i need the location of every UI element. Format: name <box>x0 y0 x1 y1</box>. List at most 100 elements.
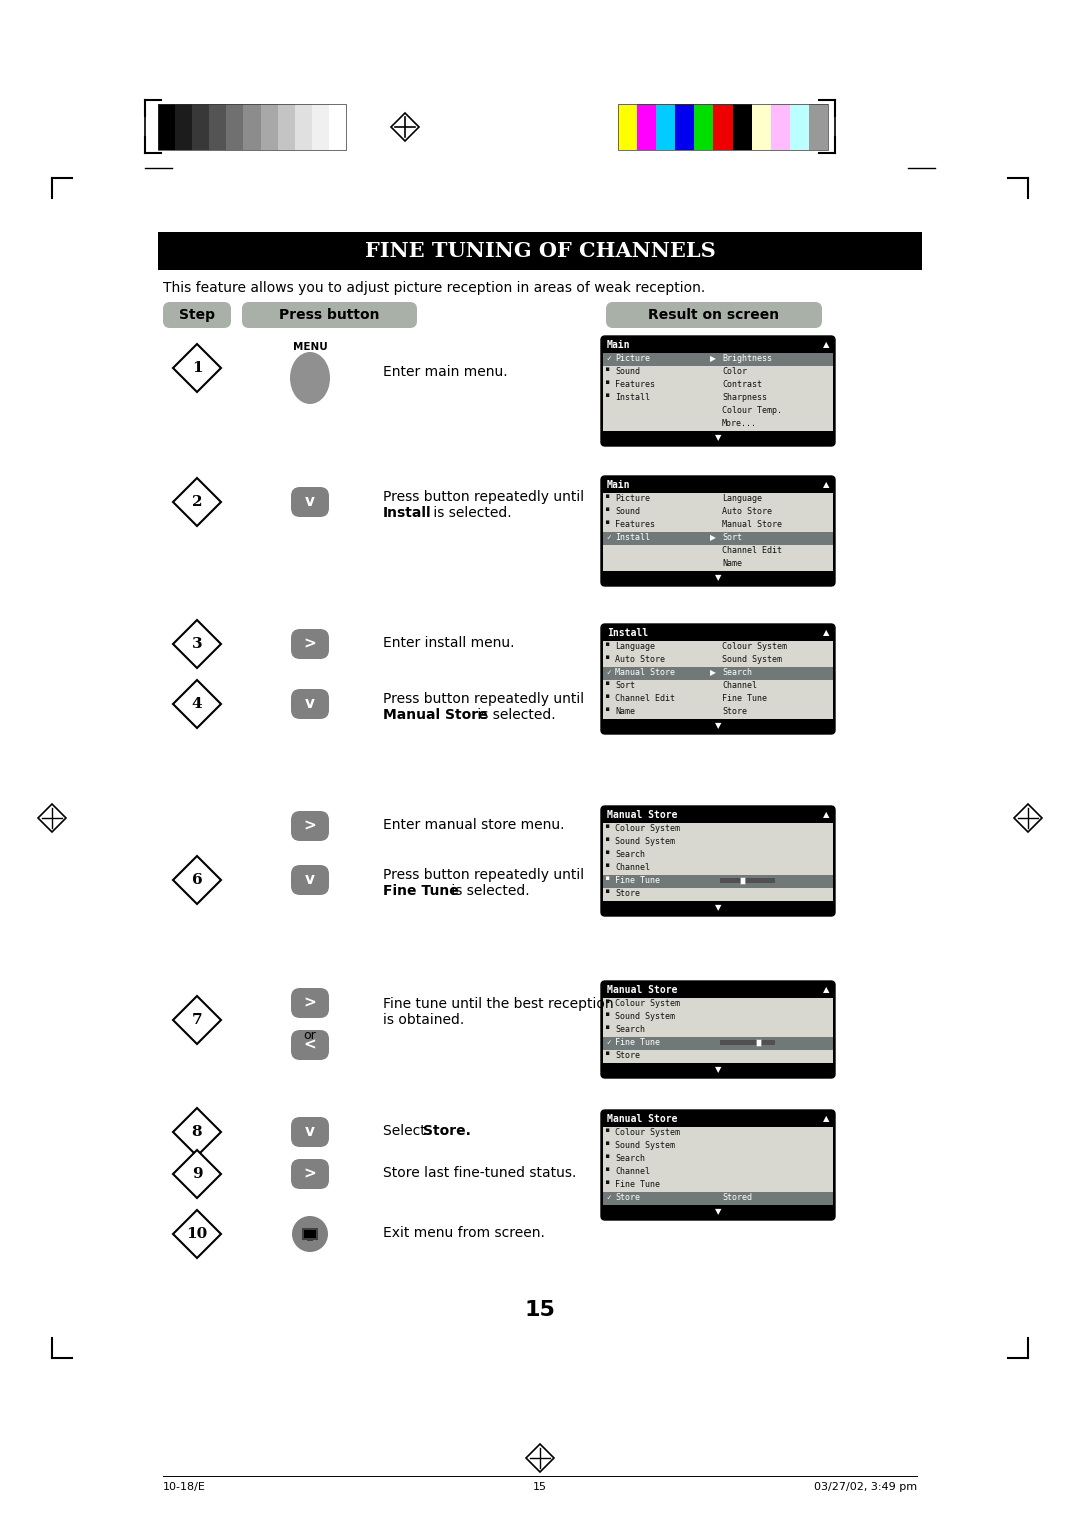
Text: ■: ■ <box>606 863 609 868</box>
Bar <box>809 104 828 150</box>
Text: Colour System: Colour System <box>615 824 680 833</box>
Text: ✓: ✓ <box>606 668 610 677</box>
Bar <box>603 571 833 584</box>
Text: ▼: ▼ <box>715 1065 721 1074</box>
Text: ■: ■ <box>606 1167 609 1172</box>
Text: ■: ■ <box>606 889 609 894</box>
Text: Store: Store <box>723 707 747 717</box>
FancyBboxPatch shape <box>291 1117 329 1148</box>
Text: ■: ■ <box>606 393 609 397</box>
Text: Enter main menu.: Enter main menu. <box>383 365 508 379</box>
Text: Enter install menu.: Enter install menu. <box>383 636 514 649</box>
Bar <box>771 104 789 150</box>
Text: ■: ■ <box>606 1154 609 1160</box>
Text: Channel: Channel <box>615 1167 650 1177</box>
Text: Result on screen: Result on screen <box>648 309 780 322</box>
Text: Picture: Picture <box>615 354 650 364</box>
Text: ■: ■ <box>606 837 609 842</box>
Text: ■: ■ <box>606 999 609 1004</box>
Text: Channel Edit: Channel Edit <box>615 694 675 703</box>
Text: Step: Step <box>179 309 215 322</box>
Text: ■: ■ <box>606 1025 609 1030</box>
Bar <box>732 104 752 150</box>
Bar <box>603 431 833 445</box>
FancyBboxPatch shape <box>600 477 835 587</box>
Text: Sound System: Sound System <box>615 837 675 847</box>
Bar <box>210 104 227 150</box>
Text: Sort: Sort <box>615 681 635 691</box>
Text: Manual Store: Manual Store <box>607 986 677 995</box>
Text: is selected.: is selected. <box>429 506 512 520</box>
Text: v: v <box>305 495 315 509</box>
Text: Sound System: Sound System <box>615 1012 675 1021</box>
Bar <box>302 1229 318 1241</box>
Bar <box>603 1112 833 1218</box>
Text: Search: Search <box>615 1154 645 1163</box>
Bar <box>278 104 295 150</box>
Text: ■: ■ <box>606 1180 609 1186</box>
Text: Sound: Sound <box>615 367 640 376</box>
Text: ■: ■ <box>606 876 609 882</box>
Bar <box>637 104 657 150</box>
Text: ▼: ▼ <box>715 573 721 582</box>
Ellipse shape <box>291 351 330 403</box>
Text: Manual Store: Manual Store <box>723 520 782 529</box>
Bar <box>192 104 210 150</box>
Text: Picture: Picture <box>615 494 650 503</box>
Text: 7: 7 <box>191 1013 202 1027</box>
Bar <box>603 532 833 545</box>
Text: >: > <box>303 1166 316 1181</box>
Bar <box>307 1239 313 1241</box>
FancyBboxPatch shape <box>600 623 835 733</box>
FancyBboxPatch shape <box>291 689 329 720</box>
Text: ▶: ▶ <box>710 354 716 364</box>
Text: Language: Language <box>723 494 762 503</box>
Text: ▲: ▲ <box>823 986 829 995</box>
Text: Select: Select <box>383 1125 430 1138</box>
Text: Auto Store: Auto Store <box>723 507 772 516</box>
Text: Language: Language <box>615 642 654 651</box>
Text: 2: 2 <box>192 495 202 509</box>
Bar <box>603 1038 833 1050</box>
Text: Main: Main <box>607 480 631 490</box>
Bar <box>295 104 312 150</box>
FancyBboxPatch shape <box>291 811 329 840</box>
Bar <box>603 1063 833 1076</box>
Text: ✓: ✓ <box>606 533 610 542</box>
Text: ■: ■ <box>606 1051 609 1056</box>
Bar <box>752 104 771 150</box>
Text: Exit menu from screen.: Exit menu from screen. <box>383 1225 545 1241</box>
Text: >: > <box>303 996 316 1010</box>
Text: Store last fine-tuned status.: Store last fine-tuned status. <box>383 1166 577 1180</box>
Bar <box>714 104 732 150</box>
Text: Sound: Sound <box>615 507 640 516</box>
Text: Name: Name <box>615 707 635 717</box>
Text: ■: ■ <box>606 1128 609 1132</box>
Text: Install: Install <box>615 533 650 542</box>
Text: Press button: Press button <box>279 309 379 322</box>
Text: ▼: ▼ <box>715 903 721 912</box>
FancyBboxPatch shape <box>291 630 329 659</box>
Text: >: > <box>303 637 316 651</box>
Text: ■: ■ <box>606 642 609 646</box>
Text: ▲: ▲ <box>823 480 829 489</box>
Bar <box>603 983 833 998</box>
Bar <box>603 1192 833 1206</box>
Text: ▶: ▶ <box>710 668 716 677</box>
Bar <box>603 720 833 732</box>
Bar <box>603 478 833 494</box>
Text: Store: Store <box>615 889 640 898</box>
Text: Color: Color <box>723 367 747 376</box>
Polygon shape <box>173 478 221 526</box>
Text: ■: ■ <box>606 1141 609 1146</box>
Text: Sort: Sort <box>723 533 742 542</box>
Bar <box>720 879 775 883</box>
Text: Install: Install <box>615 393 650 402</box>
Polygon shape <box>173 856 221 905</box>
Text: Stored: Stored <box>723 1193 752 1203</box>
Text: is selected.: is selected. <box>447 885 529 898</box>
Text: 03/27/02, 3:49 pm: 03/27/02, 3:49 pm <box>814 1482 917 1491</box>
Polygon shape <box>173 620 221 668</box>
Text: 9: 9 <box>191 1167 202 1181</box>
Text: 3: 3 <box>191 637 202 651</box>
